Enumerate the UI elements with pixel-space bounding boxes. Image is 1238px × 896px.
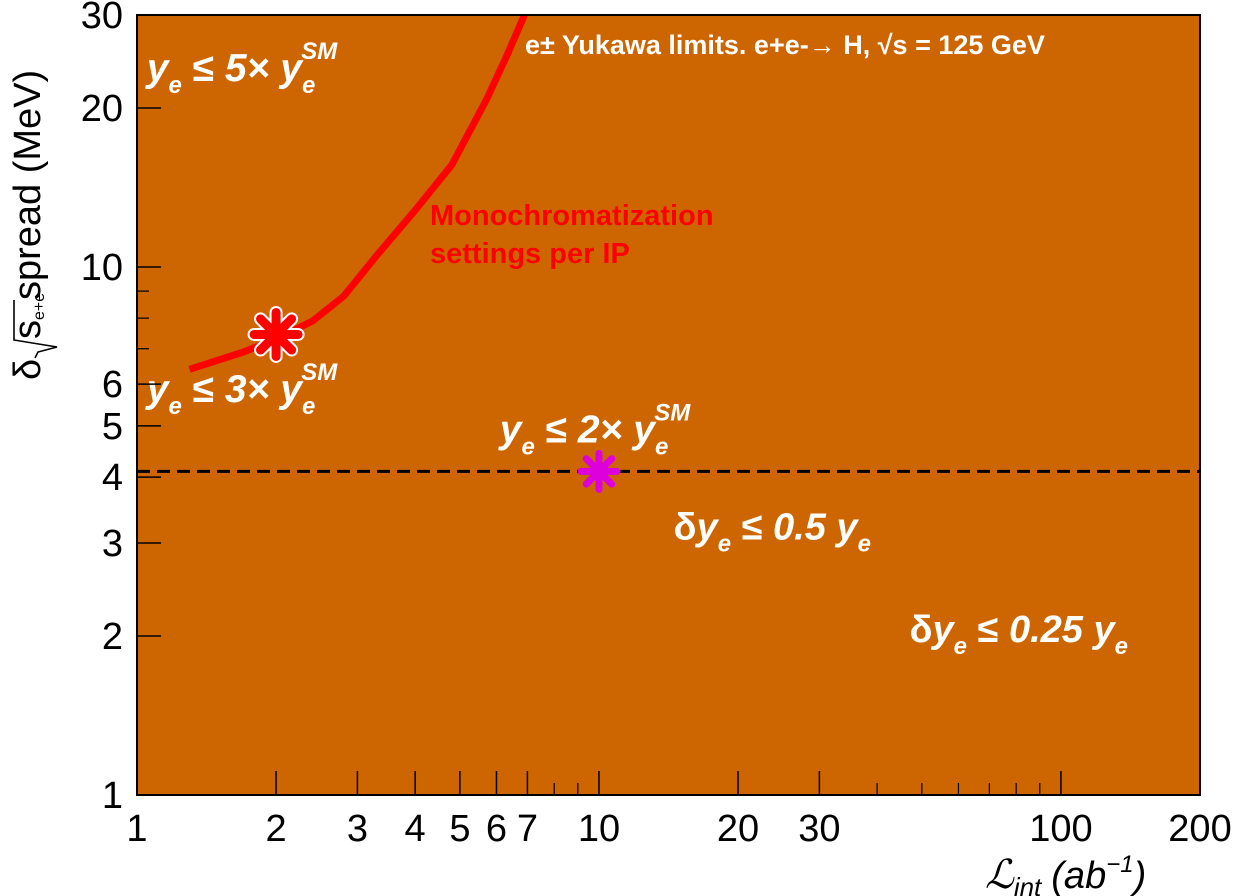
- red-star-marker: [247, 305, 305, 363]
- x-tick-label: 4: [405, 808, 426, 850]
- y-tick-label: 20: [81, 88, 123, 130]
- x-tick-label: 5: [449, 808, 470, 850]
- annotation-ann5: ye ≤ 5× yeSM: [145, 38, 339, 99]
- y-tick-label: 10: [81, 247, 123, 289]
- x-tick-label: 6: [486, 808, 507, 850]
- x-axis-exponent: −1: [1106, 851, 1133, 878]
- y-tick-label: 3: [102, 523, 123, 565]
- x-tick-label: 10: [578, 808, 620, 850]
- y-tick-label: 5: [102, 406, 123, 448]
- x-tick-label: 2: [265, 808, 286, 850]
- annotation-ann3: ye ≤ 3× yeSM: [145, 359, 339, 420]
- x-axis-subscript: int: [1014, 872, 1043, 896]
- x-tick-label: 100: [1029, 808, 1092, 850]
- monochromatization-layer: [188, 15, 621, 493]
- y-axis-sqrt-arg: se+e-: [7, 288, 49, 339]
- x-tick-label: 7: [517, 808, 538, 850]
- y-tick-label: 30: [81, 0, 123, 37]
- y-axis-title: δ se+e- spread (MeV): [7, 70, 58, 380]
- y-axis-sqrt-sign: [13, 300, 58, 359]
- monochromatization-label-line2: settings per IP: [430, 238, 630, 270]
- plot-frame: [136, 14, 1201, 796]
- x-axis-title: ℒint (ab−1): [985, 851, 1146, 896]
- chart-title: e± Yukawa limits. e+e-→ H, √s = 125 GeV: [525, 30, 1045, 60]
- x-tick-label: 20: [717, 808, 759, 850]
- annotation-ann2: ye ≤ 2× yeSM: [498, 400, 692, 461]
- y-axis-label-text: spread (MeV): [7, 70, 49, 300]
- annotation-ann05: δye ≤ 0.5 ye: [674, 506, 871, 557]
- x-tick-label: 3: [347, 808, 368, 850]
- y-tick-label: 1: [102, 775, 123, 817]
- x-tick-label: 1: [126, 808, 147, 850]
- x-axis-close: ): [1130, 855, 1147, 896]
- y-tick-label: 4: [102, 457, 123, 499]
- annotation-ann025: δye ≤ 0.25 ye: [909, 609, 1128, 660]
- x-axis-unit: (ab: [1051, 855, 1106, 896]
- y-axis-delta: δ: [7, 359, 49, 380]
- x-tick-label: 200: [1168, 808, 1231, 850]
- x-tick-label: 30: [798, 808, 840, 850]
- region-annotations: ye ≤ 5× yeSM ye ≤ 3× yeSM ye ≤ 2× yeSM δye …: [145, 38, 1128, 660]
- monochromatization-label: Monochromatization settings per IP: [430, 200, 714, 270]
- monochromatization-label-line1: Monochromatization: [430, 200, 714, 232]
- region-5: [137, 15, 1200, 795]
- x-axis-symbol: ℒ: [985, 852, 1015, 896]
- y-tick-label: 2: [102, 616, 123, 658]
- y-tick-label: 6: [102, 364, 123, 406]
- magenta-star-marker: [577, 449, 621, 493]
- limit-regions: [137, 15, 1200, 795]
